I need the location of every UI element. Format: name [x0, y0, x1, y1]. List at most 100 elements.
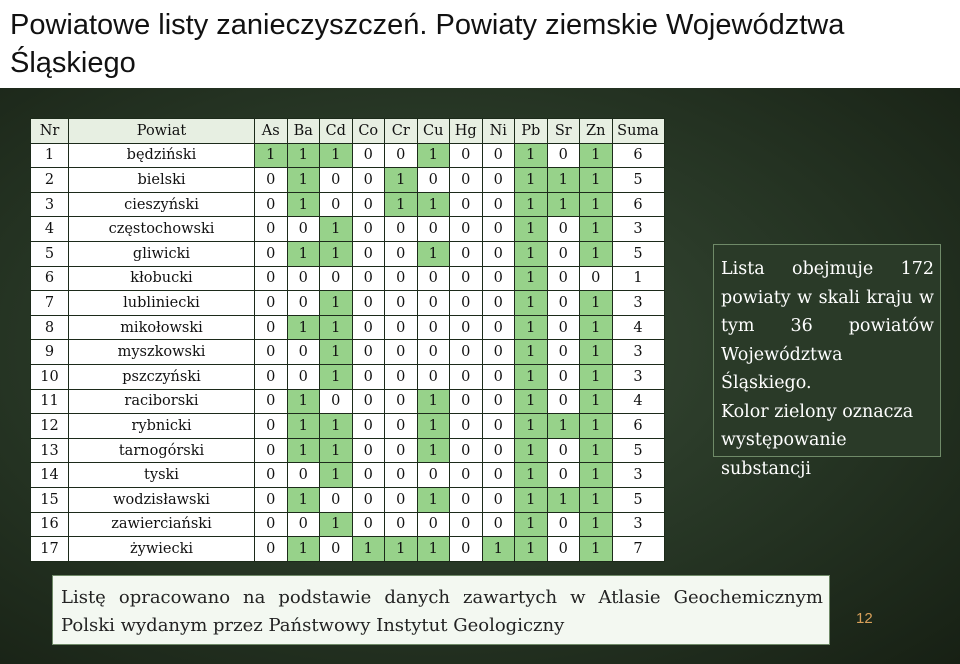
row-sum: 3 [611, 462, 665, 488]
element-presence-cell: 1 [351, 536, 385, 562]
element-presence-cell: 0 [449, 265, 483, 292]
element-presence-cell: 0 [351, 511, 385, 538]
row-number: 15 [30, 486, 69, 513]
county-name: kłobucki [68, 265, 255, 292]
element-presence-cell: 0 [254, 265, 288, 292]
element-presence-cell: 0 [481, 142, 515, 169]
county-name: raciborski [68, 388, 255, 415]
column-header: Ni [481, 118, 515, 144]
element-presence-cell: 0 [546, 265, 580, 292]
table-row: 7 lubliniecki 0 0 1 0 0 0 0 0 1 0 1 3 [30, 290, 665, 316]
column-header: Suma [611, 118, 665, 144]
table-row: 2 bielski 0 1 0 0 1 0 0 0 1 1 1 5 [30, 167, 665, 193]
row-number: 14 [30, 462, 69, 488]
element-presence-cell: 0 [351, 290, 385, 316]
element-presence-cell: 1 [514, 216, 548, 242]
element-presence-cell: 0 [481, 339, 515, 365]
element-presence-cell: 1 [286, 142, 320, 169]
element-presence-cell: 0 [384, 240, 418, 267]
element-presence-cell: 0 [481, 167, 515, 193]
row-number: 6 [30, 265, 69, 292]
element-presence-cell: 1 [286, 240, 320, 267]
element-presence-cell: 0 [481, 265, 515, 292]
element-presence-cell: 0 [449, 216, 483, 242]
table-row: 17 żywiecki 0 1 0 1 1 1 0 1 1 0 1 7 [30, 536, 665, 562]
element-presence-cell: 0 [449, 167, 483, 193]
table-row: 5 gliwicki 0 1 1 0 0 1 0 0 1 0 1 5 [30, 240, 665, 267]
county-name: mikołowski [68, 314, 255, 341]
element-presence-cell: 0 [481, 191, 515, 218]
element-presence-cell: 0 [416, 167, 450, 193]
element-presence-cell: 0 [319, 167, 353, 193]
element-presence-cell: 1 [579, 363, 613, 390]
row-sum: 6 [611, 413, 665, 439]
element-presence-cell: 0 [319, 265, 353, 292]
element-presence-cell: 0 [416, 363, 450, 390]
element-presence-cell: 1 [286, 437, 320, 464]
row-sum: 3 [611, 511, 665, 538]
row-number: 3 [30, 191, 69, 218]
row-number: 11 [30, 388, 69, 415]
table-row: 14 tyski 0 0 1 0 0 0 0 0 1 0 1 3 [30, 462, 665, 488]
element-presence-cell: 0 [481, 314, 515, 341]
row-sum: 3 [611, 339, 665, 365]
row-number: 1 [30, 142, 69, 169]
column-header: As [254, 118, 288, 144]
column-header: Co [351, 118, 385, 144]
element-presence-cell: 1 [579, 191, 613, 218]
table-row: 9 myszkowski 0 0 1 0 0 0 0 0 1 0 1 3 [30, 339, 665, 365]
table-row: 15 wodzisławski 0 1 0 0 0 1 0 0 1 1 1 5 [30, 486, 665, 513]
element-presence-cell: 1 [514, 265, 548, 292]
element-presence-cell: 0 [384, 265, 418, 292]
element-presence-cell: 0 [254, 437, 288, 464]
element-presence-cell: 0 [351, 437, 385, 464]
element-presence-cell: 0 [351, 142, 385, 169]
row-sum: 6 [611, 191, 665, 218]
element-presence-cell: 0 [481, 216, 515, 242]
column-header: Cu [416, 118, 450, 144]
row-sum: 3 [611, 290, 665, 316]
element-presence-cell: 0 [481, 240, 515, 267]
element-presence-cell: 0 [384, 314, 418, 341]
element-presence-cell: 1 [514, 536, 548, 562]
element-presence-cell: 0 [449, 462, 483, 488]
element-presence-cell: 1 [546, 413, 580, 439]
element-presence-cell: 1 [286, 167, 320, 193]
element-presence-cell: 0 [254, 314, 288, 341]
element-presence-cell: 0 [384, 437, 418, 464]
row-sum: 4 [611, 314, 665, 341]
element-presence-cell: 0 [546, 339, 580, 365]
table-row: 8 mikołowski 0 1 1 0 0 0 0 0 1 0 1 4 [30, 314, 665, 341]
element-presence-cell: 0 [384, 388, 418, 415]
element-presence-cell: 0 [481, 290, 515, 316]
row-number: 5 [30, 240, 69, 267]
row-sum: 3 [611, 216, 665, 242]
element-presence-cell: 0 [481, 437, 515, 464]
element-presence-cell: 1 [319, 462, 353, 488]
element-presence-cell: 1 [416, 240, 450, 267]
county-name: żywiecki [68, 536, 255, 562]
county-name: tarnogórski [68, 437, 255, 464]
element-presence-cell: 1 [286, 536, 320, 562]
element-presence-cell: 0 [416, 511, 450, 538]
row-number: 16 [30, 511, 69, 538]
element-presence-cell: 1 [579, 413, 613, 439]
element-presence-cell: 1 [514, 388, 548, 415]
element-presence-cell: 0 [546, 290, 580, 316]
element-presence-cell: 1 [514, 437, 548, 464]
element-presence-cell: 0 [416, 290, 450, 316]
element-presence-cell: 0 [384, 290, 418, 316]
county-name: będziński [68, 142, 255, 169]
element-presence-cell: 1 [286, 413, 320, 439]
row-sum: 5 [611, 240, 665, 267]
element-presence-cell: 0 [351, 314, 385, 341]
column-header: Powiat [68, 118, 255, 144]
page-number: 12 [856, 610, 873, 627]
element-presence-cell: 0 [286, 339, 320, 365]
element-presence-cell: 0 [481, 511, 515, 538]
element-presence-cell: 0 [449, 191, 483, 218]
element-presence-cell: 1 [286, 314, 320, 341]
element-presence-cell: 1 [579, 290, 613, 316]
element-presence-cell: 0 [286, 462, 320, 488]
element-presence-cell: 0 [351, 388, 385, 415]
